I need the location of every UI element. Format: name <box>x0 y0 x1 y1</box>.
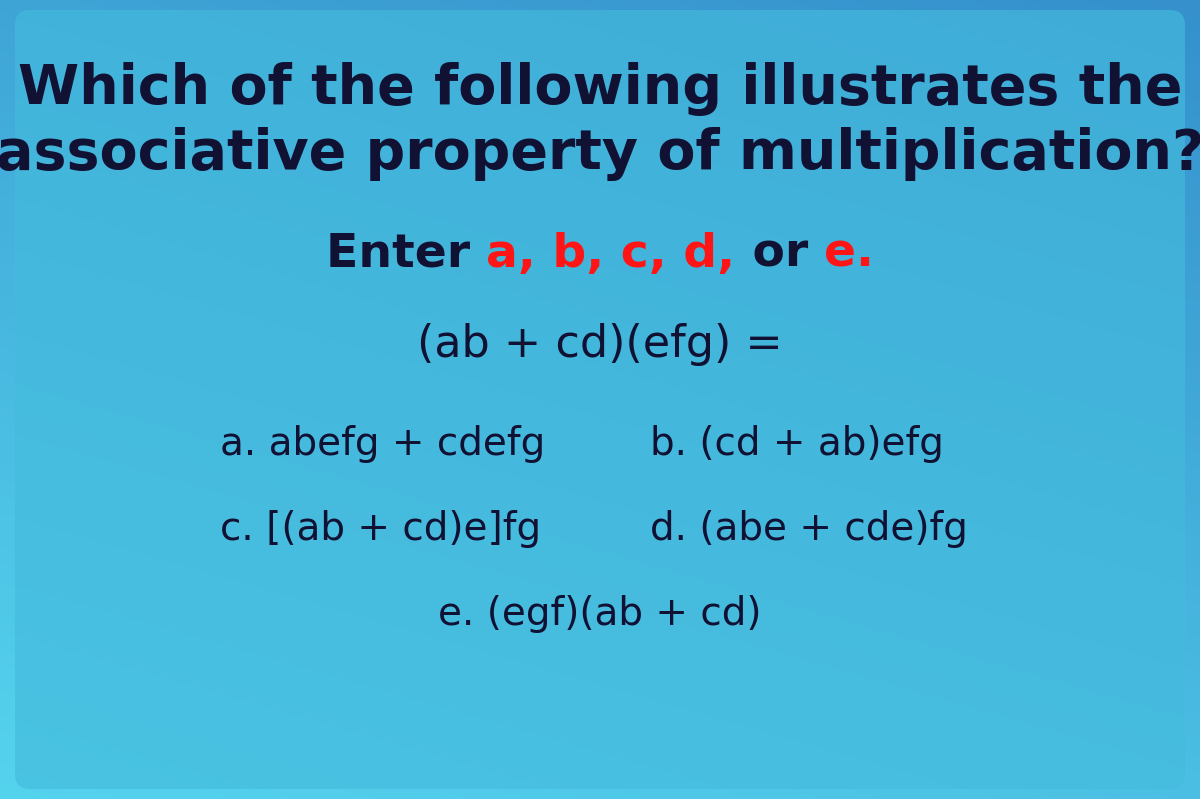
Text: d. (abe + cde)fg: d. (abe + cde)fg <box>650 510 968 548</box>
Text: a. abefg + cdefg: a. abefg + cdefg <box>220 425 545 463</box>
Text: e.: e. <box>824 232 875 276</box>
FancyBboxPatch shape <box>14 10 1186 789</box>
Text: (ab + cd)(efg) =: (ab + cd)(efg) = <box>418 323 782 365</box>
Text: or: or <box>736 232 824 276</box>
Text: Which of the following illustrates the: Which of the following illustrates the <box>18 62 1182 116</box>
Text: b. (cd + ab)efg: b. (cd + ab)efg <box>650 425 944 463</box>
Text: e. (egf)(ab + cd): e. (egf)(ab + cd) <box>438 595 762 633</box>
Text: c. [(ab + cd)e]fg: c. [(ab + cd)e]fg <box>220 510 541 548</box>
Text: associative property of multiplication?: associative property of multiplication? <box>0 127 1200 181</box>
Text: Enter: Enter <box>325 232 486 276</box>
Text: a, b, c, d,: a, b, c, d, <box>486 232 736 276</box>
